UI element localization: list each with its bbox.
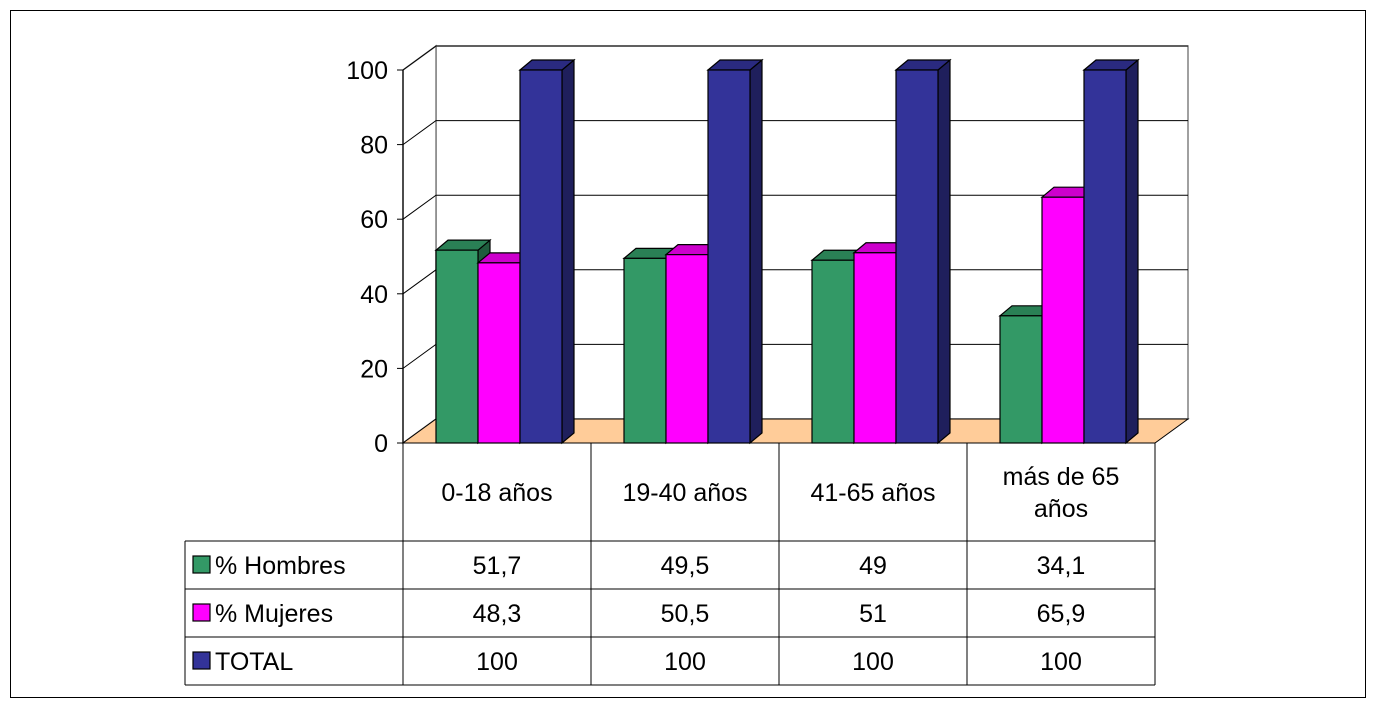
y-tick-label: 60	[360, 206, 388, 234]
legend-label: % Mujeres	[215, 600, 333, 628]
y-tick-label: 0	[374, 430, 388, 458]
bar-front	[999, 315, 1043, 444]
category-label: 19-40 años	[622, 479, 747, 507]
bar-front	[1041, 196, 1085, 444]
data-value: 65,9	[1037, 600, 1086, 628]
data-value: 100	[1040, 648, 1082, 676]
bar	[1082, 58, 1140, 445]
bar-front	[811, 259, 855, 444]
legend-swatch	[192, 555, 211, 574]
category-label: 41-65 años	[810, 479, 935, 507]
bar-front	[707, 69, 751, 444]
y-tick-label: 80	[360, 132, 388, 160]
data-table	[184, 442, 1156, 686]
y-tick-label: 40	[360, 281, 388, 309]
legend-label: TOTAL	[215, 648, 293, 676]
side-wall	[402, 44, 437, 445]
data-value: 100	[852, 648, 894, 676]
data-value: 100	[664, 648, 706, 676]
bar-front	[665, 254, 709, 444]
bar-front	[435, 249, 479, 444]
legend-swatch	[192, 651, 211, 670]
data-value: 51,7	[473, 552, 522, 580]
legend-swatch	[192, 603, 211, 622]
legend-label: % Hombres	[215, 552, 346, 580]
bar-front	[895, 69, 939, 444]
data-value: 50,5	[661, 600, 710, 628]
category-label: 0-18 años	[441, 479, 552, 507]
y-tick-label: 100	[346, 57, 388, 85]
category-label: años	[1034, 495, 1088, 523]
bar-front	[1083, 69, 1127, 444]
bar-front	[477, 262, 521, 444]
bar-side	[937, 58, 951, 445]
data-value: 48,3	[473, 600, 522, 628]
bar-side	[749, 58, 763, 445]
bar-side	[561, 58, 575, 445]
data-value: 49,5	[661, 552, 710, 580]
category-label: más de 65	[1003, 463, 1120, 491]
data-value: 34,1	[1037, 552, 1086, 580]
bar-side	[1125, 58, 1139, 445]
bar-front	[519, 69, 563, 444]
gridline	[402, 45, 1188, 71]
bar-front	[623, 257, 667, 444]
y-tick-label: 20	[360, 355, 388, 383]
bar	[706, 58, 764, 445]
data-value: 100	[476, 648, 518, 676]
data-value: 51	[859, 600, 887, 628]
data-value: 49	[859, 552, 887, 580]
bar	[894, 58, 952, 445]
bar	[518, 58, 576, 445]
bar-front	[853, 252, 897, 444]
